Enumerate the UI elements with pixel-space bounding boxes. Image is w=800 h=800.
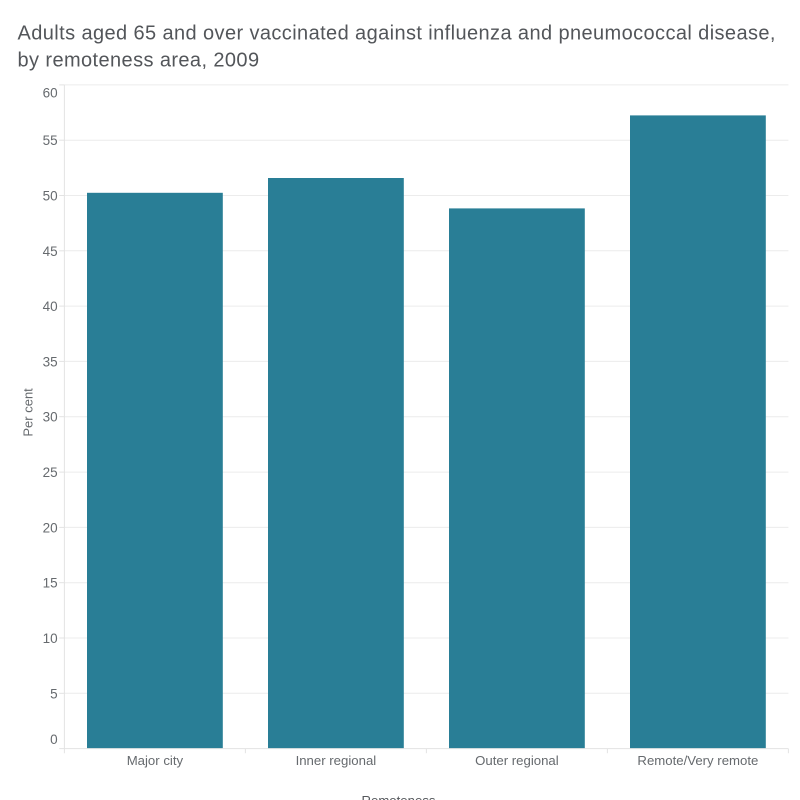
svg-text:20: 20 [43,520,58,535]
svg-text:Remoteness: Remoteness [361,793,435,800]
svg-text:5: 5 [50,686,58,701]
svg-text:Outer regional: Outer regional [475,753,559,768]
svg-text:60: 60 [43,85,58,100]
svg-text:Major city: Major city [127,753,184,768]
svg-text:50: 50 [43,189,58,204]
svg-text:Per cent: Per cent [20,388,35,437]
svg-text:30: 30 [43,410,58,425]
svg-text:Adults aged 65 and over vaccin: Adults aged 65 and over vaccinated again… [18,23,776,45]
svg-text:25: 25 [43,465,58,480]
svg-text:35: 35 [43,354,58,369]
svg-text:45: 45 [43,244,58,259]
svg-text:10: 10 [43,631,58,646]
svg-text:0: 0 [50,732,58,747]
svg-text:55: 55 [43,133,58,148]
svg-text:Remote/Very remote: Remote/Very remote [637,753,758,768]
svg-text:Inner regional: Inner regional [296,753,377,768]
svg-text:15: 15 [43,576,58,591]
svg-text:40: 40 [43,299,58,314]
svg-text:by remoteness area, 2009: by remoteness area, 2009 [18,50,260,72]
